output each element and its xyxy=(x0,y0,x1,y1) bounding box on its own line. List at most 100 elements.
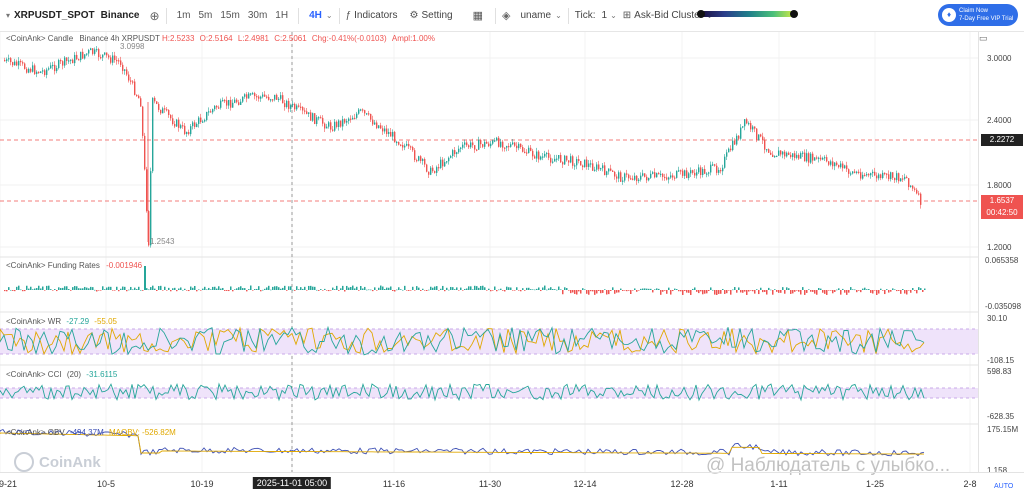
funding-bar xyxy=(338,290,340,291)
candle-body xyxy=(262,94,264,97)
candle-body xyxy=(284,103,286,108)
wr-bottom: -108.15 xyxy=(987,356,1015,365)
candle-body xyxy=(512,142,514,145)
interval-5m[interactable]: 5m xyxy=(198,10,213,21)
funding-bar xyxy=(350,286,352,290)
add-symbol-icon[interactable]: ⊕ xyxy=(149,8,160,23)
candle-body xyxy=(872,171,874,174)
funding-bar xyxy=(280,288,282,290)
candle-body xyxy=(116,59,118,62)
screenshot-icon[interactable]: ▭ xyxy=(979,33,988,43)
obv-ma-label: MAOBV: xyxy=(108,428,140,437)
funding-bar xyxy=(692,288,694,290)
indicators-button[interactable]: ƒ Indicators xyxy=(346,0,398,31)
funding-bar xyxy=(838,288,840,290)
funding-bar xyxy=(432,287,434,290)
claim-vip-button[interactable]: ♦ Claim Now 7-Day Free VIP Trial xyxy=(938,4,1018,26)
candle-body xyxy=(550,157,552,163)
funding-bar xyxy=(278,287,280,290)
candle-body xyxy=(476,149,478,151)
candle-body xyxy=(320,117,322,119)
tick-selector[interactable]: Tick: 1 ⌄ xyxy=(575,0,617,31)
layout-grid-icon[interactable]: ▦ xyxy=(472,10,484,22)
candle-body xyxy=(610,168,612,171)
funding-bar xyxy=(30,286,32,290)
candle-body xyxy=(680,170,682,172)
candle-body xyxy=(244,94,246,97)
funding-bar xyxy=(790,290,792,294)
funding-bar xyxy=(60,288,62,290)
funding-bar xyxy=(890,290,892,292)
funding-bar xyxy=(622,290,624,292)
funding-bar xyxy=(478,287,480,290)
candle-body xyxy=(42,70,44,72)
slider-handle-left[interactable] xyxy=(697,10,705,18)
candle-body xyxy=(492,140,494,144)
interval-dropdown-icon[interactable]: ⌄ xyxy=(325,11,333,20)
funding-bar xyxy=(462,290,464,291)
funding-bar xyxy=(204,286,206,290)
funding-bar xyxy=(770,289,772,291)
candle-body xyxy=(270,99,272,101)
cluster-icon: ⊞ xyxy=(622,10,632,21)
symbol-selector[interactable]: ▾ XRPUSDT_SPOT Binance xyxy=(6,0,140,31)
candle-body xyxy=(668,177,670,180)
funding-bar xyxy=(104,289,106,290)
funding-bar xyxy=(88,288,90,290)
setting-button[interactable]: ⚙ Setting xyxy=(410,0,453,31)
candle-body xyxy=(160,109,162,114)
funding-bar xyxy=(34,288,36,290)
candle-body xyxy=(234,99,236,103)
funding-bar xyxy=(40,288,42,290)
interval-1m[interactable]: 1m xyxy=(176,10,191,21)
interval-1h[interactable]: 1H xyxy=(275,10,289,21)
time-tick-label: 10-5 xyxy=(96,479,116,489)
candle-body xyxy=(204,120,206,122)
candle-body xyxy=(620,172,622,182)
price-axis[interactable]: 3.0000 2.4000 1.8000 1.2000 2.2272 1.653… xyxy=(978,32,1024,475)
funding-bar xyxy=(830,290,832,291)
funding-bar xyxy=(114,290,116,291)
funding-bar xyxy=(670,290,672,295)
candle-body xyxy=(774,156,776,158)
funding-bar xyxy=(286,290,288,291)
interval-15m[interactable]: 15m xyxy=(220,10,240,21)
candle-body xyxy=(626,173,628,175)
candle-body xyxy=(86,53,88,55)
uname-selector[interactable]: uname ⌄ xyxy=(520,0,561,31)
interval-4h[interactable]: 4H xyxy=(309,10,322,21)
funding-bar xyxy=(606,290,608,295)
funding-bar xyxy=(130,286,132,290)
candle-body xyxy=(316,117,318,124)
template-icon[interactable]: ◈ xyxy=(502,10,511,22)
candle-body xyxy=(724,156,726,168)
candle-body xyxy=(298,105,300,107)
candle-body xyxy=(682,170,684,176)
candle-body xyxy=(94,49,96,54)
candle-body xyxy=(180,125,182,128)
time-tick-label: 11-16 xyxy=(382,479,406,489)
auto-scale-button[interactable]: AUTO xyxy=(994,483,1014,490)
funding-bar xyxy=(202,288,204,290)
funding-bar xyxy=(726,290,728,294)
time-axis[interactable]: AUTO 9-21 10-5 10-19 2025-11-01 05:00 11-16 1… xyxy=(0,472,1024,495)
candle-body xyxy=(846,165,848,170)
interval-bar: 1m 5m 15m 30m 1H 4H ⌄ xyxy=(173,0,333,31)
chart-area[interactable] xyxy=(0,32,978,472)
slider-handle-right[interactable] xyxy=(790,10,798,18)
funding-bar xyxy=(578,290,580,292)
candle-body xyxy=(154,97,156,102)
candle-body xyxy=(6,59,8,62)
candle-body xyxy=(648,177,650,181)
heatmap-color-slider[interactable] xyxy=(700,11,798,17)
candle-body xyxy=(72,59,74,64)
interval-30m[interactable]: 30m xyxy=(247,10,268,21)
funding-bar xyxy=(866,289,868,290)
candle-body xyxy=(574,165,576,167)
candle-body xyxy=(168,110,170,115)
funding-bar xyxy=(674,288,676,290)
candle-body xyxy=(430,167,432,175)
funding-bar xyxy=(582,288,584,290)
candle-body xyxy=(16,61,18,66)
candle-body xyxy=(342,119,344,127)
